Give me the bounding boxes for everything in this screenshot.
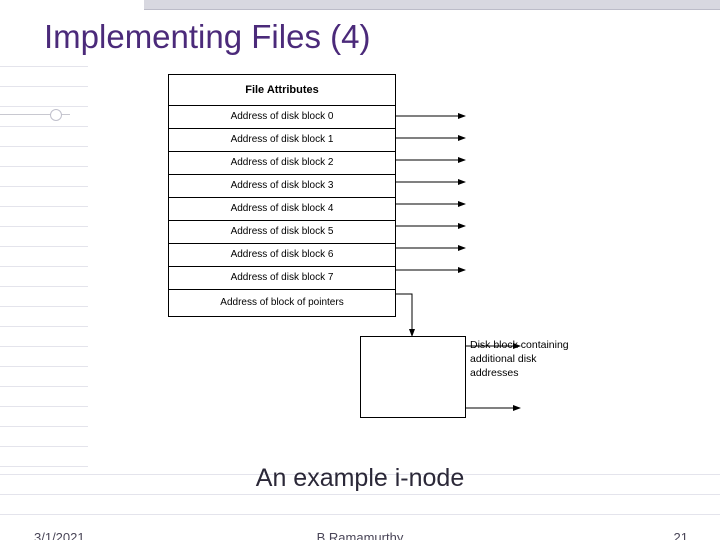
top-accent-bar [144, 0, 720, 10]
title-ornament [0, 100, 70, 130]
footer-author: B.Ramamurthy [0, 530, 720, 540]
footer-page: 21 [674, 530, 688, 540]
disk-block-box [360, 336, 466, 418]
caption: An example i-node [0, 464, 720, 493]
disk-block-label: Disk block containing additional disk ad… [470, 338, 580, 381]
inode-diagram: File Attributes Address of disk block 0 … [168, 74, 588, 464]
slide-title: Implementing Files (4) [44, 18, 370, 56]
